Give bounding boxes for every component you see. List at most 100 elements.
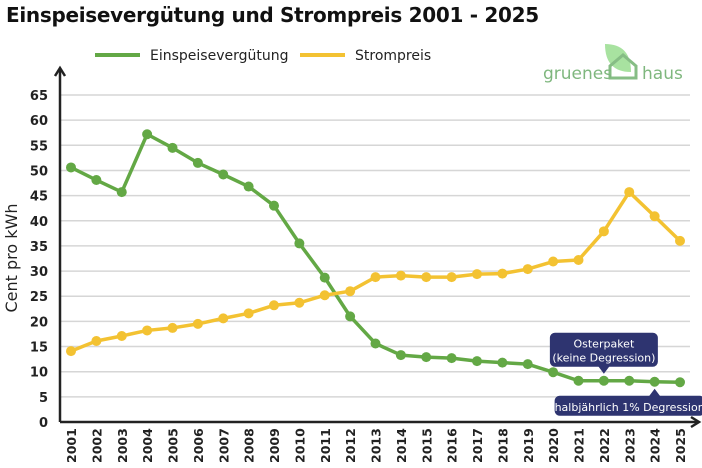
x-tick-label: 2003 [115, 428, 130, 463]
logo-text-left: gruenes [543, 64, 612, 84]
data-point [142, 129, 153, 140]
x-tick-label: 2023 [622, 428, 637, 463]
x-tick-label: 2016 [445, 428, 460, 463]
data-point [446, 272, 457, 283]
y-tick-label: 55 [30, 139, 48, 154]
y-tick-label: 65 [30, 89, 48, 104]
data-point [624, 187, 635, 198]
data-point [421, 272, 432, 283]
x-axis-arrow-icon [690, 415, 702, 429]
data-point [548, 256, 559, 267]
data-point [345, 311, 356, 322]
x-tick-label: 2011 [318, 428, 333, 463]
annotation-pointer [648, 388, 661, 397]
data-point [142, 325, 153, 336]
x-tick-label: 2018 [495, 428, 510, 463]
data-point [598, 226, 609, 237]
x-tick-label: 2001 [64, 428, 79, 463]
y-tick-label: 0 [39, 416, 48, 431]
x-tick-label: 2010 [292, 428, 307, 463]
y-tick-label: 5 [39, 391, 48, 406]
data-point [319, 272, 330, 283]
y-tick-label: 10 [30, 366, 48, 381]
x-tick-label: 2009 [267, 428, 282, 463]
data-point [269, 300, 279, 311]
data-point [116, 330, 127, 341]
data-point [675, 235, 685, 246]
x-tick-label: 2019 [521, 428, 536, 463]
data-point [497, 268, 508, 279]
data-point [675, 377, 685, 388]
annotation-pointer [597, 365, 610, 374]
data-point [395, 350, 406, 361]
x-tick-label: 2005 [166, 428, 181, 463]
y-tick-label: 40 [30, 215, 48, 230]
data-point [446, 353, 457, 364]
x-tick-label: 2004 [140, 428, 155, 463]
annotation-text: Osterpaket [573, 338, 634, 351]
x-tick-label: 2022 [597, 428, 612, 463]
x-tick-label: 2012 [343, 428, 358, 463]
x-tick-label: 2013 [369, 428, 384, 463]
data-point [319, 290, 330, 301]
data-point [497, 357, 508, 368]
x-tick-label: 2017 [470, 428, 485, 463]
data-point [243, 308, 254, 319]
data-point [192, 318, 203, 329]
y-tick-label: 45 [30, 190, 48, 205]
x-tick-label: 2008 [242, 428, 257, 463]
data-point [649, 211, 660, 222]
data-point [116, 187, 127, 198]
data-point [345, 286, 356, 297]
x-tick-label: 2002 [89, 428, 104, 463]
annotation-text: (keine Degression) [552, 352, 655, 365]
data-point [218, 313, 229, 324]
annotation-box [549, 332, 658, 367]
y-axis-label: Cent pro kWh [2, 204, 21, 313]
house-icon [608, 53, 638, 80]
legend-label: Einspeisevergütung [150, 48, 289, 64]
data-point [167, 322, 178, 333]
x-tick-label: 2014 [394, 428, 409, 463]
data-point [91, 175, 102, 186]
data-point [269, 200, 279, 211]
x-tick-label: 2025 [673, 428, 688, 463]
data-point [421, 352, 432, 363]
data-point [370, 272, 381, 283]
data-point [573, 255, 584, 266]
data-point [395, 270, 406, 281]
data-point [167, 142, 178, 153]
x-tick-label: 2024 [648, 428, 663, 463]
data-point [294, 297, 305, 308]
x-tick-label: 2006 [191, 428, 206, 463]
y-tick-label: 20 [30, 315, 48, 330]
x-tick-label: 2021 [572, 428, 587, 463]
data-point [624, 375, 635, 386]
annotation-box [554, 395, 702, 416]
data-point [522, 264, 533, 275]
data-point [472, 269, 482, 280]
data-point [548, 367, 559, 378]
data-point [598, 375, 609, 386]
x-tick-label: 2015 [419, 428, 434, 463]
y-axis-arrow-icon [53, 65, 67, 77]
data-point [91, 336, 102, 347]
logo-text-right: haus [642, 64, 683, 84]
y-tick-label: 30 [30, 265, 48, 280]
data-point [472, 356, 482, 367]
chart-title: Einspeisevergütung und Strompreis 2001 -… [6, 3, 539, 27]
data-point [66, 346, 76, 357]
data-point [243, 181, 254, 192]
y-tick-label: 50 [30, 164, 48, 179]
annotation-text: halbjährlich 1% Degression [555, 401, 702, 414]
gruenes-haus-logo: gruenes haus [543, 44, 693, 93]
data-point [294, 238, 305, 249]
data-point [370, 338, 381, 349]
data-point [573, 375, 584, 386]
x-tick-label: 2020 [546, 428, 561, 463]
y-tick-label: 60 [30, 114, 48, 129]
y-tick-label: 25 [30, 290, 48, 305]
legend-label: Strompreis [355, 48, 431, 64]
y-tick-label: 35 [30, 240, 48, 255]
